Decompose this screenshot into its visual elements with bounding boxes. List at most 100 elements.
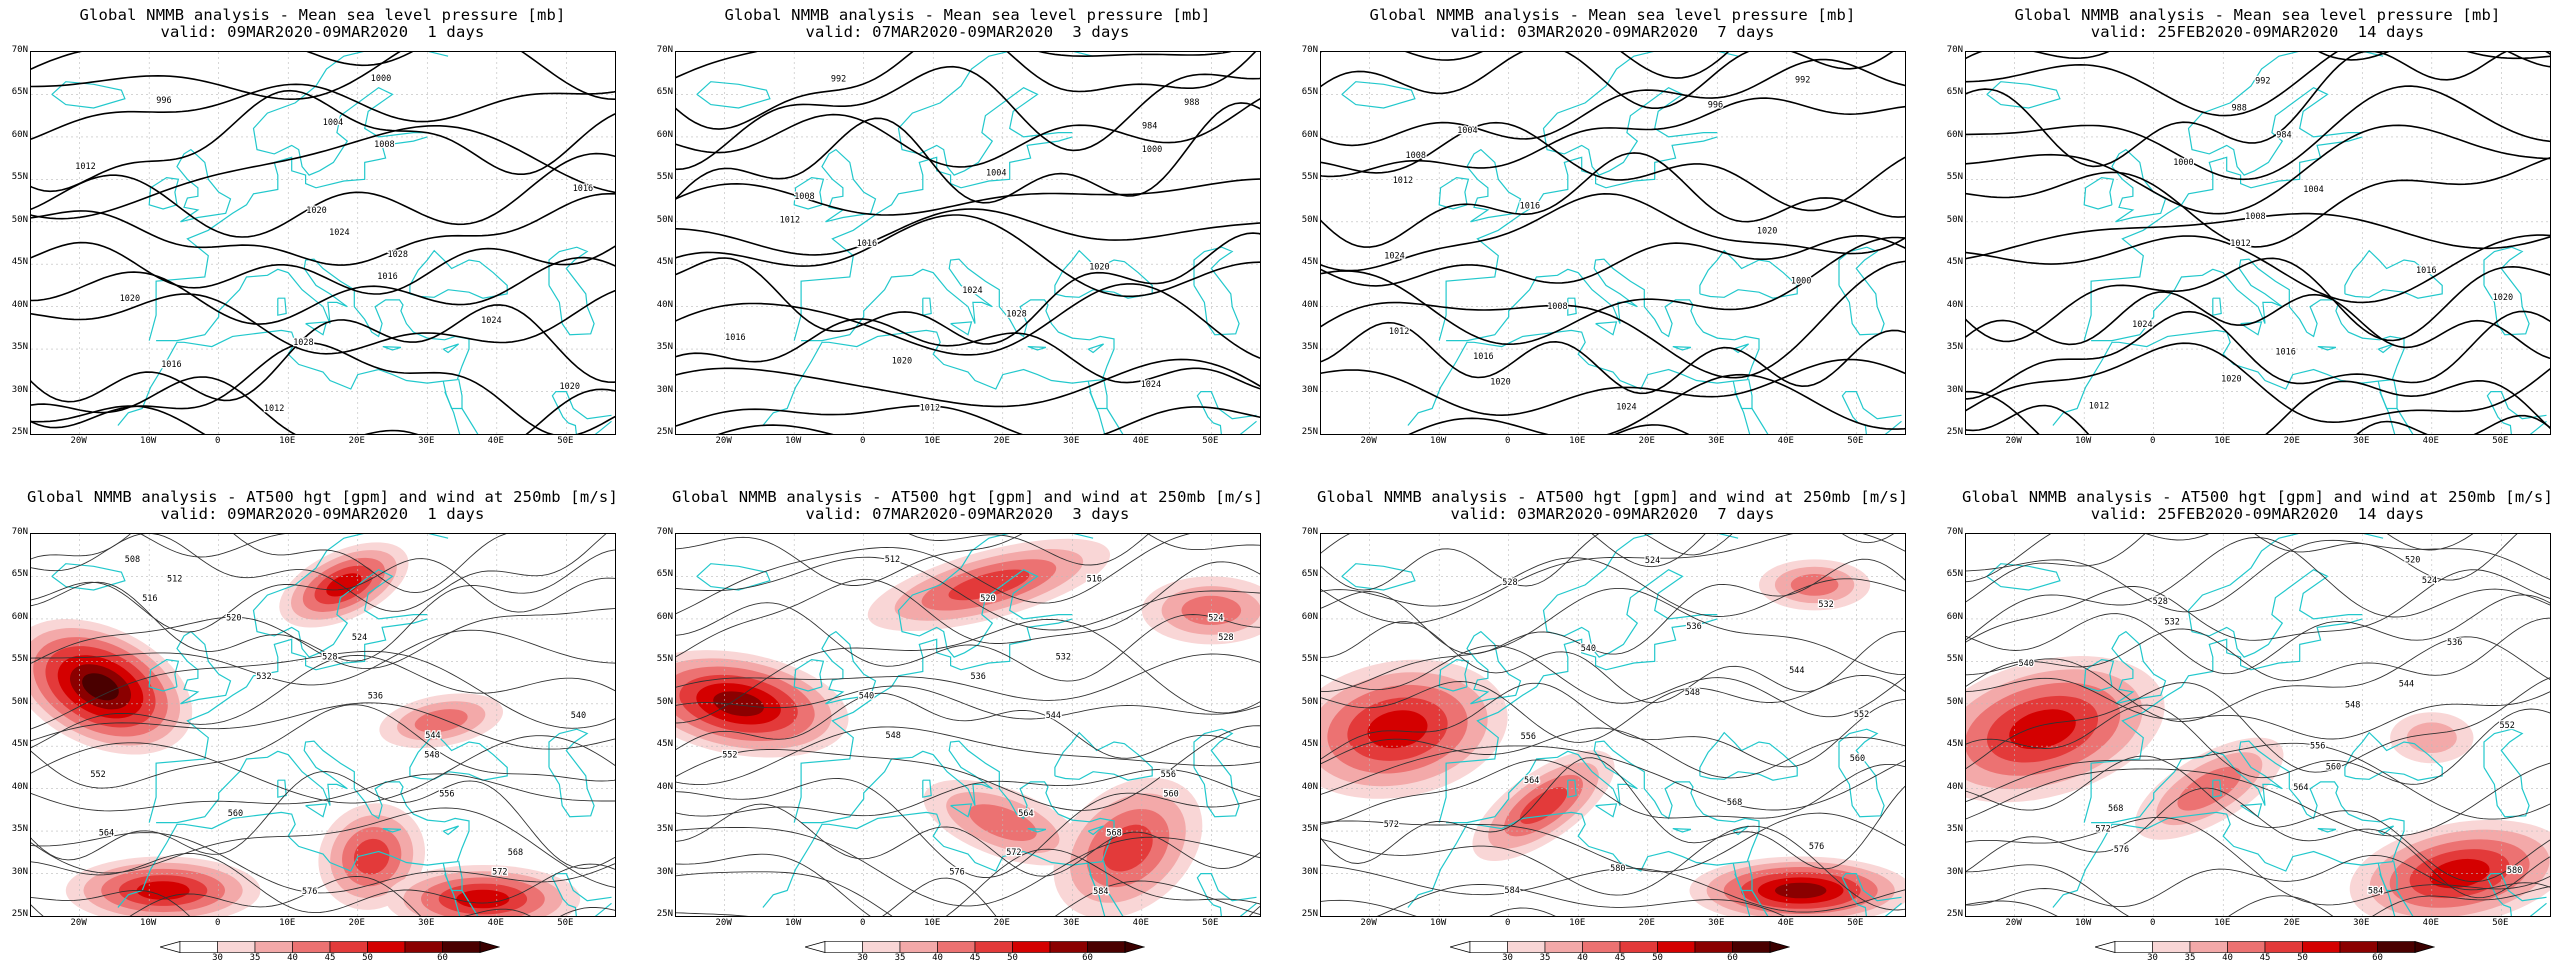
coastline [2240,803,2263,818]
lat-tick-label: 65N [656,87,673,98]
coastline [548,246,595,336]
isoline [676,178,1260,216]
hgt-contour-label: 548 [886,731,901,741]
coastline [950,803,973,818]
isoline [1966,569,2550,643]
lat-tick-label: 35N [656,824,673,835]
coastline [2483,728,2530,818]
map-frame: 992 988 984 1000 1004 1008 1012 1016 1020 1024 102… [675,51,1261,435]
coastline [2083,176,2115,210]
panel-title: Global NMMB analysis - AT500 hgt [gpm] a… [672,488,1263,506]
colorbar-tick-label: 35 [1539,953,1551,963]
lat-tick-label: 30N [656,384,673,395]
isoline [1321,558,1905,655]
coastline [2344,249,2443,299]
wind-colorbar [1450,941,1790,953]
lat-tick-label: 65N [1301,87,1318,98]
coastline [2083,618,2363,823]
lat-tick-label: 35N [11,342,28,353]
wind-speed-shading [1775,882,1827,899]
lat-tick-label: 40N [656,299,673,310]
coastline [2052,740,2405,908]
hgt-contour-label: 532 [1818,600,1833,610]
isoline [1321,899,1417,916]
lon-tick-label: 20W [1360,436,1377,446]
isoline [1966,310,2550,400]
colorbar-swatch [937,941,976,953]
wind-speed-shading [1519,787,1568,825]
isoline [31,125,615,220]
lon-tick-label: 10W [1430,918,1447,928]
colorbar-tick-label: 35 [894,953,906,963]
isoline [31,152,615,238]
coastline [1734,873,1751,916]
lon-tick-label: 0 [1504,918,1511,928]
isoline [31,89,615,193]
isoline [1966,742,2550,820]
coastline [1106,408,1124,434]
coastline [1672,346,1692,351]
coastline [442,860,463,892]
map-frame: 992 988 984 1000 1004 1008 1012 1016 1020 1024 101… [1965,51,2551,435]
lat-tick-label: 50N [656,696,673,707]
coastline [1595,803,1618,818]
lat-tick-label: 55N [656,172,673,183]
hgt-contour-label: 512 [885,555,900,565]
coastline [696,81,771,109]
coastline [444,391,461,434]
hgt-contour-label: 572 [2095,825,2110,835]
lat-tick-label: 55N [1946,172,1963,183]
mslp-contour-label: 1000 [2173,158,2193,168]
lat-tick-label: 50N [1301,214,1318,225]
hgt-contour-label: 584 [1505,886,1520,896]
mslp-contour-label: 1016 [2275,347,2295,357]
coastline [2396,408,2414,434]
hgt-contour-label: 532 [2165,618,2180,628]
lat-tick-label: 40N [656,781,673,792]
panel-title: Global NMMB analysis - Mean sea level pr… [724,6,1211,24]
coastline [1986,81,2061,109]
mslp-contour-label: 1012 [920,403,940,413]
isoline [1321,234,1905,287]
coastline [551,391,612,434]
isoline [1966,617,2550,687]
isoline [676,404,1260,434]
hgt-contour-label: 552 [2500,721,2515,731]
lon-tick-label: 10W [2075,436,2092,446]
colorbar-low-end [2095,941,2116,953]
coastline [1466,630,1522,705]
colorbar-swatch [974,941,1013,953]
mslp-contour-label: 1012 [264,404,284,414]
hgt-contour-label: 568 [1727,798,1742,808]
isoline [31,650,615,730]
isoline [31,304,615,403]
coastline [2187,534,2384,658]
isoline [31,256,615,325]
isoline [676,726,1260,786]
hgt-contour-label: 576 [949,868,964,878]
coastline [2111,148,2167,223]
isoline [31,549,615,662]
isoline [1966,257,2550,343]
coastline [1196,391,1257,434]
hgt-contour-label: 540 [2019,659,2034,669]
isoline [676,848,1260,916]
panel-valid-range: valid: 09MAR2020-09MAR2020 1 days [160,23,485,41]
hgt500-wind250-panel: Global NMMB analysis - AT500 hgt [gpm] a… [1290,482,1935,963]
lat-tick-label: 55N [11,654,28,665]
isoline [31,83,615,140]
isoline [1966,594,2550,675]
lon-tick-label: 30E [1063,918,1080,928]
lat-tick-label: 45N [11,257,28,268]
panel-valid-range: valid: 25FEB2020-09MAR2020 14 days [2090,23,2425,41]
mslp-contour-label: 1012 [780,216,800,226]
coastline [1841,873,1902,916]
colorbar-swatch [254,941,293,953]
wind-colorbar [805,941,1145,953]
colorbar-tick-label: 35 [2184,953,2196,963]
coastline [548,728,595,818]
coastline [696,563,771,591]
isoline [676,214,1260,298]
lon-tick-label: 30E [2353,918,2370,928]
mslp-contour-label: 1016 [377,272,397,282]
